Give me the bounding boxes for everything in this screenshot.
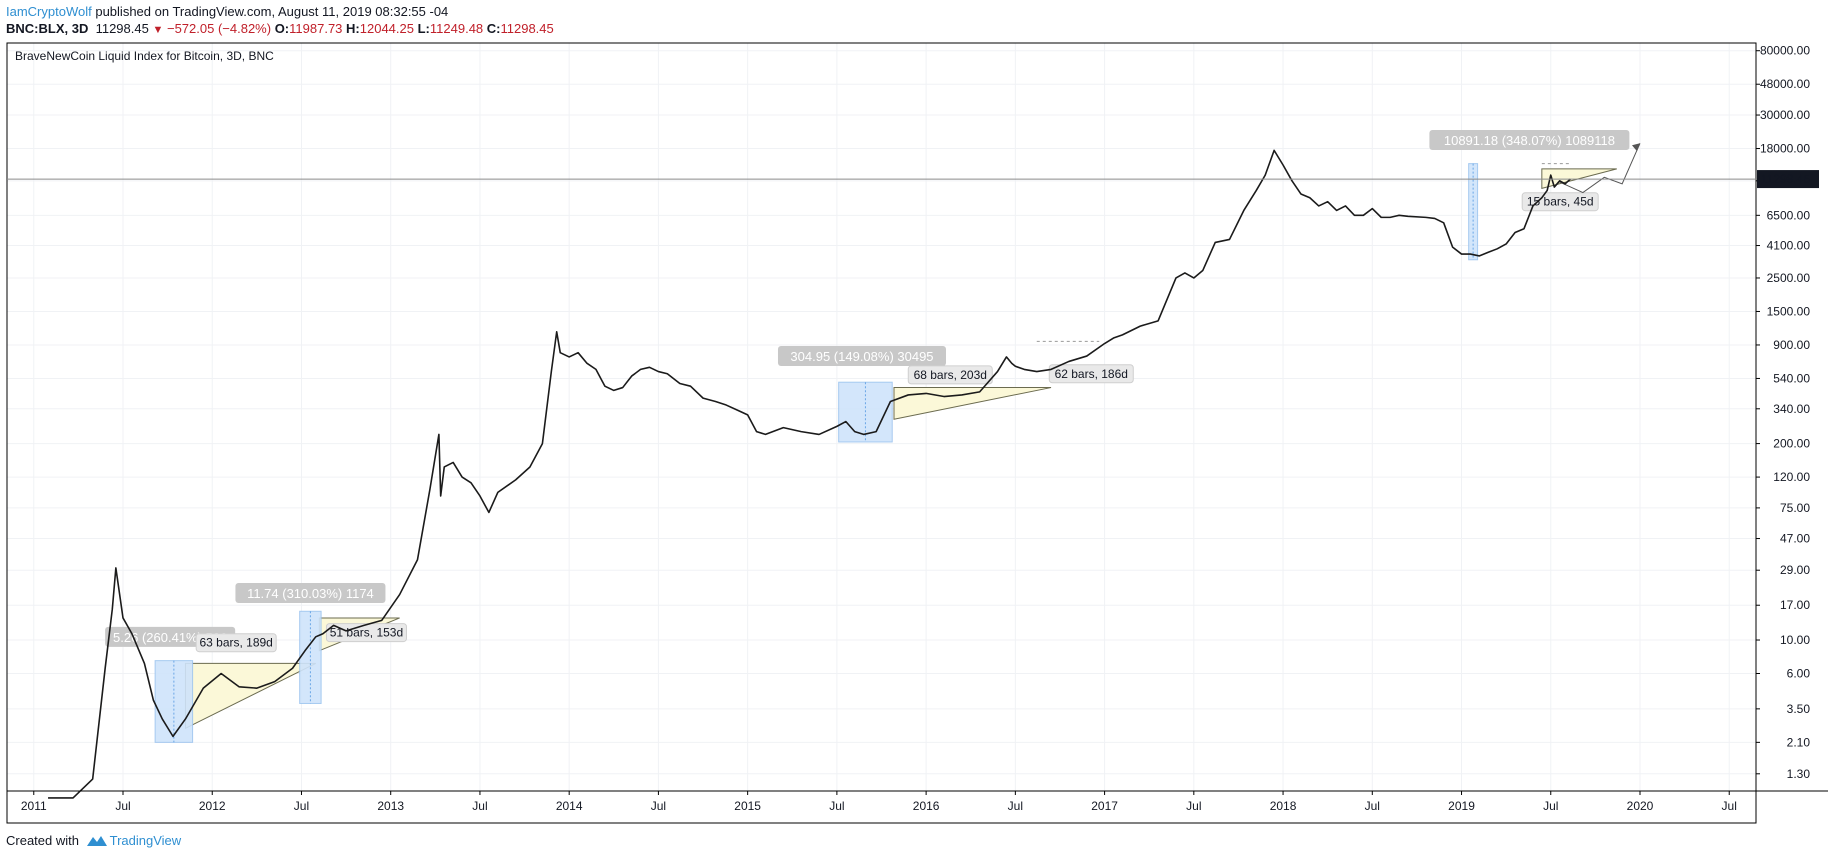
y-tick-label: 30000.00 (1760, 108, 1810, 122)
date-range-label-text: 51 bars, 153d (330, 626, 403, 640)
y-tick-label: 10.00 (1780, 633, 1810, 647)
y-tick-label: 200.00 (1773, 437, 1810, 451)
x-tick-label: 2020 (1627, 799, 1654, 813)
y-tick-label: 17.00 (1780, 598, 1810, 612)
x-tick-label: 2013 (377, 799, 404, 813)
x-tick-label: 2017 (1091, 799, 1118, 813)
publish-line: IamCryptoWolf published on TradingView.c… (6, 4, 448, 20)
created-with-text: Created with (6, 833, 79, 848)
high-value: 12044.25 (359, 21, 414, 36)
x-tick-label: Jul (1365, 799, 1380, 813)
y-tick-label: 1500.00 (1767, 304, 1811, 318)
date-range-label-text: 68 bars, 203d (914, 368, 987, 382)
y-tick-label: 2.10 (1787, 735, 1811, 749)
time-axis[interactable]: 2011 Jul 2012 Jul 2013 Jul 2014 Jul 2015 Jul 2016 J… (21, 791, 1737, 813)
x-tick-label: Jul (1186, 799, 1201, 813)
open-value: 11987.73 (289, 21, 343, 36)
x-tick-label: 2014 (556, 799, 583, 813)
x-tick-label: 2011 (21, 799, 47, 813)
y-tick-label: 4100.00 (1767, 239, 1811, 253)
y-tick-label: 75.00 (1780, 501, 1810, 515)
x-tick-label: Jul (829, 799, 844, 813)
x-tick-label: 2015 (734, 799, 761, 813)
measure-label-box (235, 582, 386, 603)
y-tick-label: 18000.00 (1760, 142, 1810, 156)
last-price-value: 11298.45 (95, 21, 149, 36)
footer: Created with TradingView (6, 833, 181, 849)
last-price-label: 11298.45 (1761, 172, 1810, 186)
x-tick-label: Jul (115, 799, 130, 813)
date-range-label-box (1521, 192, 1599, 212)
price-series (48, 149, 1571, 799)
date-range-label-box (325, 623, 407, 643)
y-tick-label: 900.00 (1773, 338, 1810, 352)
measure-label-text: 11.74 (310.03%) 1174 (247, 586, 374, 601)
x-tick-label: Jul (1722, 799, 1737, 813)
down-arrow-icon: ▼ (152, 24, 164, 36)
x-tick-label: 2016 (913, 799, 940, 813)
y-tick-label: 6500.00 (1767, 208, 1811, 222)
close-value: 11298.45 (500, 21, 554, 36)
symbol-label: BNC:BLX, 3D (6, 21, 89, 36)
y-tick-label: 540.00 (1773, 371, 1810, 385)
last-price-marker: 11298.45 (7, 170, 1819, 189)
price-axis[interactable]: 80000.0048000.0030000.0018000.0011000.00… (1756, 44, 1810, 781)
y-tick-label: 6.00 (1787, 667, 1811, 681)
ohlc-line: BNC:BLX, 3D 11298.45 ▼ −572.05 (−4.82%) … (6, 21, 554, 38)
measure-label-text: 304.95 (149.08%) 30495 (790, 349, 933, 364)
last-price-label-box (1757, 170, 1819, 189)
x-tick-label: Jul (1008, 799, 1023, 813)
x-tick-label: 2018 (1270, 799, 1297, 813)
projection-arrowhead (1631, 143, 1640, 152)
chart-title: BraveNewCoin Liquid Index for Bitcoin, 3… (15, 49, 274, 63)
y-tick-label: 47.00 (1780, 532, 1810, 546)
triangle-pattern-2016 (893, 387, 1052, 420)
low-label: L: (417, 21, 430, 36)
grid-lines (7, 43, 1756, 791)
tradingview-link[interactable]: TradingView (109, 833, 182, 848)
date-range-label-text: 63 bars, 189d (199, 636, 272, 650)
date-range-label-text: 15 bars, 45d (1527, 195, 1594, 209)
published-text: published on TradingView.com, August 11,… (91, 4, 449, 19)
measure-label-box (777, 346, 946, 367)
high-label: H: (346, 21, 360, 36)
author-link[interactable]: IamCryptoWolf (6, 4, 92, 19)
open-label: O: (274, 21, 290, 36)
date-range-label-box (195, 633, 277, 653)
measure-label-box (1429, 130, 1630, 151)
low-value: 11249.48 (429, 21, 484, 36)
x-tick-label: Jul (1543, 799, 1558, 813)
y-tick-label: 3.50 (1787, 702, 1811, 716)
y-tick-label: 80000.00 (1760, 44, 1810, 58)
y-tick-label: 48000.00 (1760, 77, 1810, 91)
x-tick-label: Jul (651, 799, 666, 813)
projection-path (1559, 143, 1641, 194)
y-tick-label: 1.30 (1787, 767, 1811, 781)
date-range-label-box (907, 365, 993, 385)
y-tick-label: 2500.00 (1767, 271, 1811, 285)
x-tick-label: 2019 (1448, 799, 1475, 813)
measure-label-text: 10891.18 (348.07%) 1089118 (1444, 133, 1615, 148)
x-tick-label: 2012 (199, 799, 226, 813)
change-value: −572.05 (−4.82%) (166, 21, 272, 36)
y-tick-label: 29.00 (1780, 563, 1810, 577)
triangle-pattern-2012 (184, 662, 316, 730)
date-range-label-text: 62 bars, 186d (1055, 367, 1128, 381)
date-range-label-box (1048, 364, 1134, 384)
tradingview-logo-icon (86, 836, 107, 846)
close-label: C: (486, 21, 501, 36)
price-line (48, 149, 1571, 799)
x-tick-label: Jul (294, 799, 309, 813)
y-tick-label: 340.00 (1773, 402, 1810, 416)
x-tick-label: Jul (472, 799, 487, 813)
y-tick-label: 120.00 (1773, 470, 1810, 484)
